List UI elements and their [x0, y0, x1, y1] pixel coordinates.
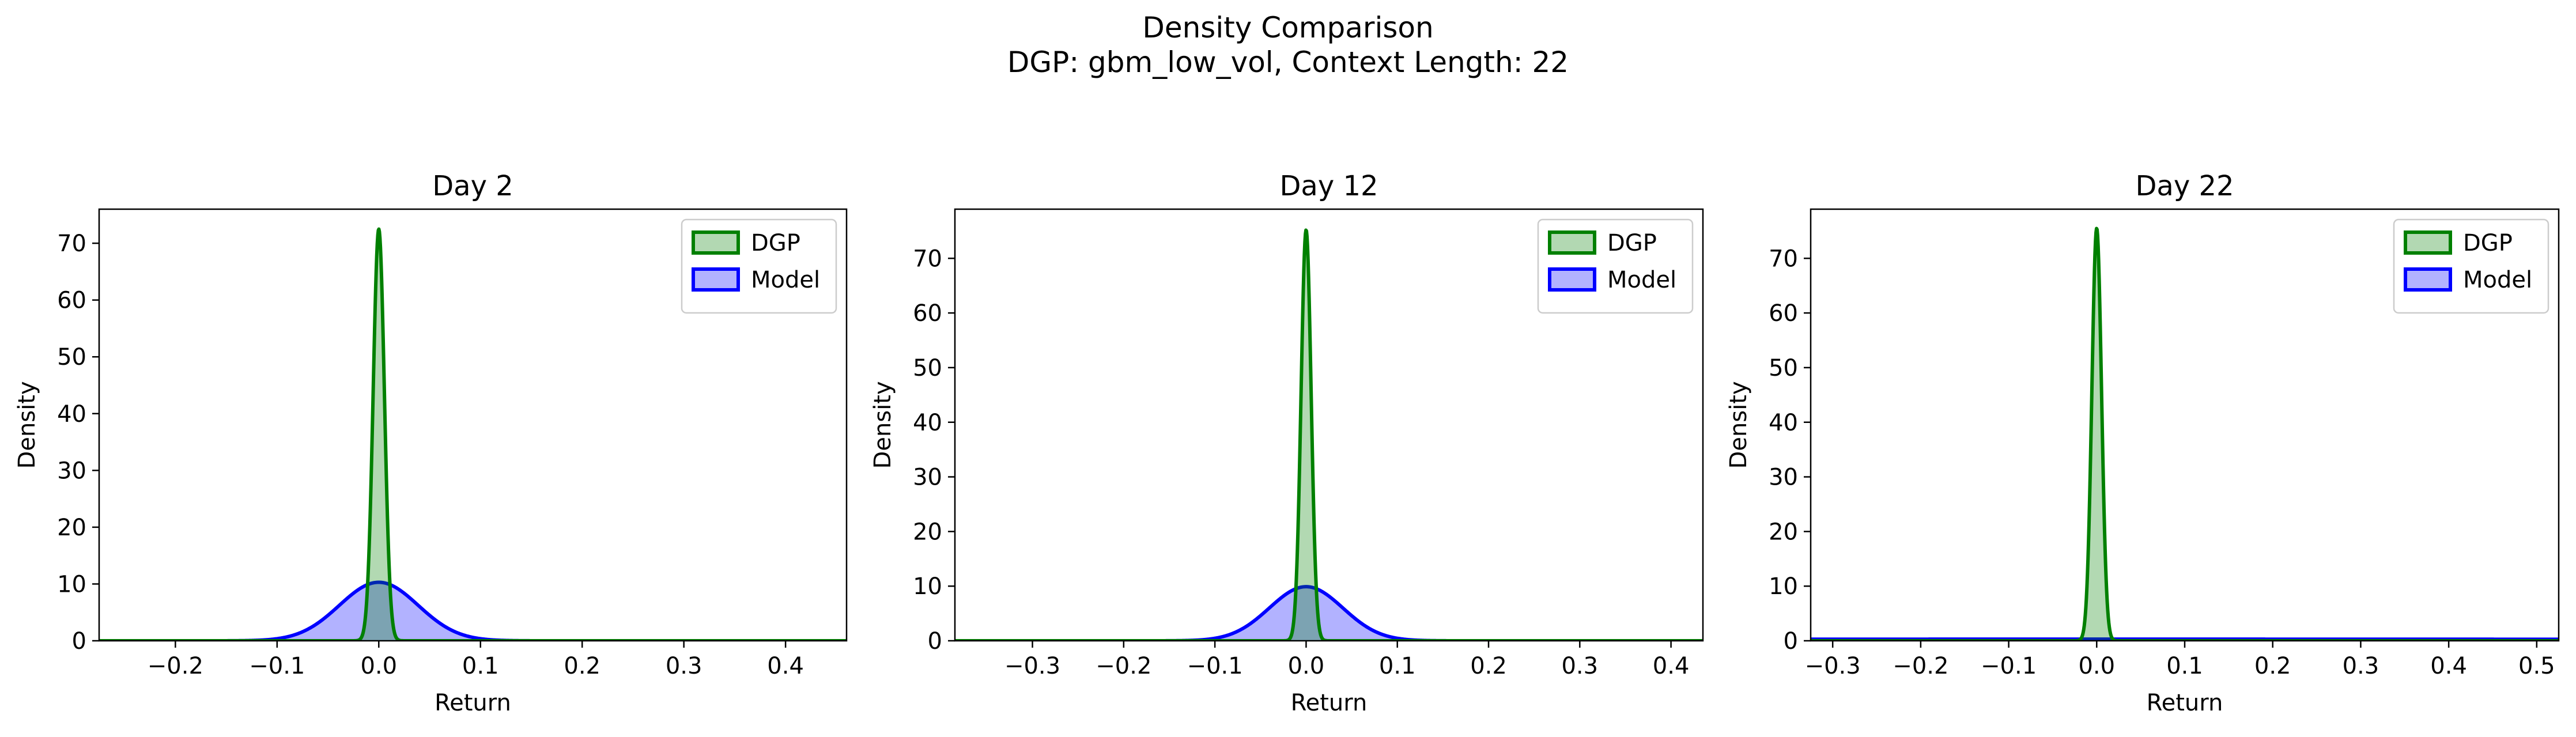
dgp-legend-label: DGP: [2463, 230, 2513, 256]
y-tick-label: 50: [1769, 355, 1798, 381]
y-tick-label: 50: [913, 355, 942, 381]
x-tick-label: 0.3: [2343, 653, 2379, 679]
x-tick-label: 0.4: [767, 653, 804, 679]
y-tick-label: 20: [1769, 519, 1798, 545]
y-tick-label: 0: [72, 628, 86, 655]
legend: DGP Model: [1538, 220, 1693, 313]
y-tick-label: 20: [913, 519, 942, 545]
y-tick-label: 10: [913, 573, 942, 600]
y-tick-label: 0: [1784, 628, 1798, 655]
y-tick-label: 30: [1769, 464, 1798, 491]
model-density-line: [99, 582, 847, 641]
x-tick-label: −0.1: [249, 653, 305, 679]
x-tick-label: 0.0: [360, 653, 397, 679]
model-legend-label: Model: [751, 267, 820, 293]
x-tick-label: 0.1: [2166, 653, 2203, 679]
x-tick-label: 0.0: [1288, 653, 1325, 679]
y-tick-label: 70: [1769, 245, 1798, 272]
subplot-day-12: −0.3 −0.2 −0.1 0.0 0.1 0.2 0.3 0.4 0 10 20 30 40 50 60…: [870, 170, 1703, 716]
dgp-legend-swatch: [2405, 232, 2450, 253]
y-tick-label: 50: [57, 344, 86, 371]
legend: DGP Model: [2394, 220, 2548, 313]
x-tick-label: −0.2: [1893, 653, 1948, 679]
subplot-day-22: −0.3 −0.2 −0.1 0.0 0.1 0.2 0.3 0.4 0.5 0 10 20 30 40 5…: [1725, 170, 2559, 716]
x-tick-label: −0.3: [1004, 653, 1060, 679]
dgp-legend-swatch: [693, 232, 738, 253]
x-tick-label: −0.1: [1187, 653, 1243, 679]
x-tick-label: −0.1: [1981, 653, 2037, 679]
x-tick-label: 0.3: [1561, 653, 1598, 679]
y-axis-label: Density: [870, 381, 896, 468]
subplot-day-2: −0.2 −0.1 0.0 0.1 0.2 0.3 0.4 0 10 20 30 40 50 60 70 Da…: [14, 170, 847, 716]
figure-title-line-1: Density Comparison: [0, 10, 2576, 45]
x-tick-label: 0.2: [1470, 653, 1507, 679]
legend: DGP Model: [682, 220, 836, 313]
y-tick-label: 10: [1769, 573, 1798, 600]
subplot-title: Day 22: [2135, 170, 2234, 202]
y-tick-label: 20: [57, 515, 86, 541]
dgp-legend-swatch: [1550, 232, 1595, 253]
figure-title-line-2: DGP: gbm_low_vol, Context Length: 22: [0, 45, 2576, 80]
model-legend-swatch: [1550, 269, 1595, 290]
y-tick-label: 30: [57, 458, 86, 484]
y-tick-label: 60: [913, 300, 942, 327]
x-axis-label: Return: [2147, 690, 2223, 716]
model-legend-swatch: [2405, 269, 2450, 290]
y-tick-label: 0: [928, 628, 942, 655]
y-tick-label: 40: [57, 401, 86, 428]
y-tick-label: 30: [913, 464, 942, 491]
x-tick-label: 0.1: [462, 653, 499, 679]
x-tick-label: 0.4: [1653, 653, 1690, 679]
x-tick-label: 0.1: [1379, 653, 1416, 679]
y-tick-label: 10: [57, 571, 86, 598]
y-tick-label: 60: [57, 288, 86, 314]
model-density-fill: [99, 582, 847, 641]
x-tick-label: 0.2: [564, 653, 600, 679]
y-tick-label: 70: [913, 245, 942, 272]
model-legend-label: Model: [2463, 267, 2532, 293]
x-axis-label: Return: [435, 690, 511, 716]
y-axis-label: Density: [14, 381, 40, 468]
x-tick-label: −0.2: [1096, 653, 1151, 679]
y-tick-label: 70: [57, 230, 86, 257]
x-tick-label: 0.0: [2078, 653, 2115, 679]
x-tick-label: 0.3: [666, 653, 702, 679]
x-tick-label: −0.2: [148, 653, 203, 679]
y-tick-label: 40: [1769, 410, 1798, 436]
subplot-title: Day 2: [432, 170, 513, 202]
y-tick-label: 40: [913, 410, 942, 436]
subplot-title: Day 12: [1279, 170, 1378, 202]
dgp-legend-label: DGP: [751, 230, 800, 256]
model-legend-swatch: [693, 269, 738, 290]
dgp-legend-label: DGP: [1607, 230, 1657, 256]
x-tick-label: 0.2: [2254, 653, 2291, 679]
x-tick-label: 0.5: [2518, 653, 2555, 679]
y-axis-label: Density: [1725, 381, 1752, 468]
model-legend-label: Model: [1607, 267, 1676, 293]
y-tick-label: 60: [1769, 300, 1798, 327]
x-tick-label: 0.4: [2430, 653, 2467, 679]
x-tick-label: −0.3: [1805, 653, 1861, 679]
figure-title: Density Comparison DGP: gbm_low_vol, Con…: [0, 10, 2576, 80]
x-axis-label: Return: [1291, 690, 1368, 716]
